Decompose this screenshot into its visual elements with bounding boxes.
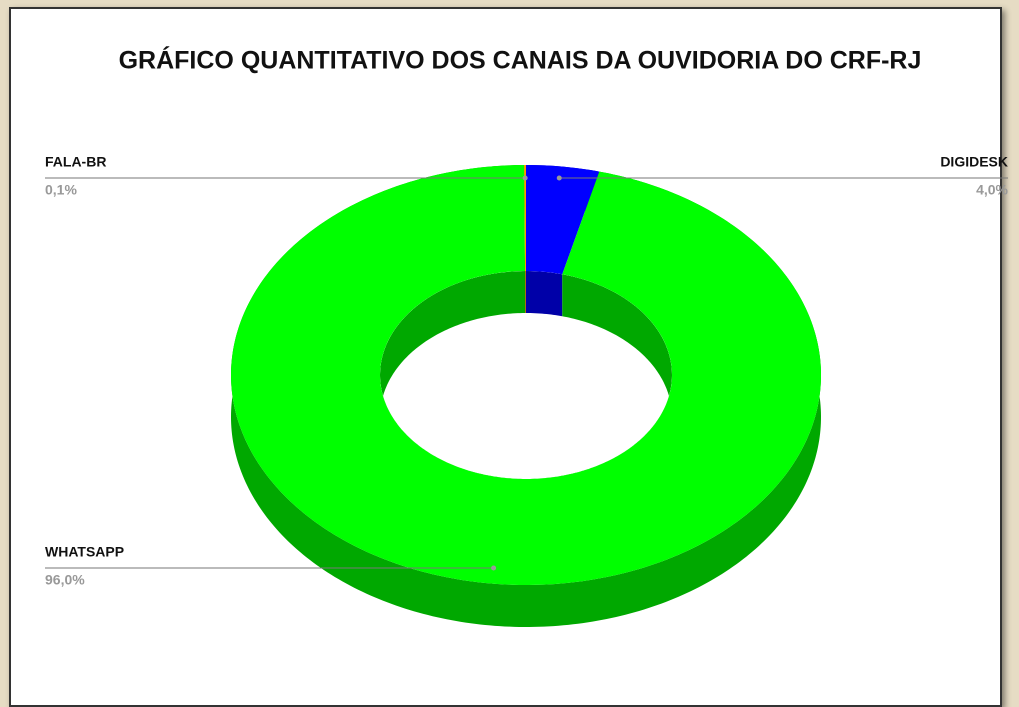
- leader-dot: [491, 565, 497, 571]
- slice-label: FALA-BR: [45, 154, 106, 170]
- chart-title: GRÁFICO QUANTITATIVO DOS CANAIS DA OUVID…: [119, 46, 922, 75]
- leader-dot: [522, 175, 528, 181]
- slice: [526, 165, 600, 275]
- slice-value-label: 0,1%: [45, 182, 77, 198]
- slice: [524, 165, 526, 271]
- slice-label: WHATSAPP: [45, 544, 124, 560]
- slice-value-label: 4,0%: [976, 182, 1008, 198]
- slice-label: DIGIDESK: [940, 154, 1008, 170]
- slice-value-label: 96,0%: [45, 572, 85, 588]
- leader-dot: [556, 175, 562, 181]
- slice: [231, 165, 821, 585]
- slice-inner-wall: [525, 271, 526, 313]
- slice-inner-wall: [526, 271, 563, 317]
